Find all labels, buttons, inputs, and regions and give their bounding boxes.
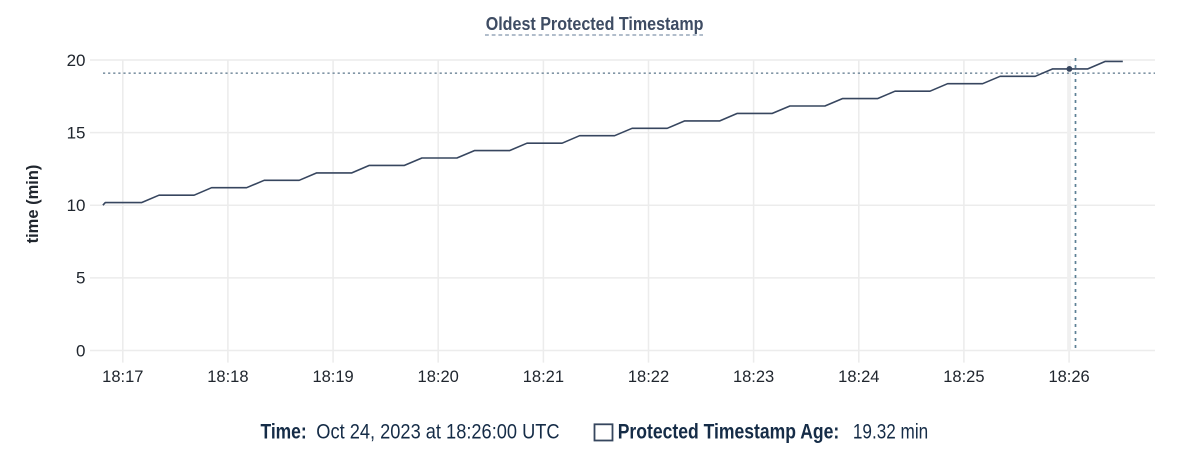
svg-text:time (min): time (min)	[24, 165, 42, 244]
svg-text:19.32 min: 19.32 min	[853, 421, 928, 444]
svg-text:5: 5	[76, 269, 85, 288]
svg-text:Oct 24, 2023 at 18:26:00 UTC: Oct 24, 2023 at 18:26:00 UTC	[316, 421, 559, 444]
svg-text:18:23: 18:23	[733, 368, 774, 386]
svg-text:0: 0	[76, 341, 85, 360]
svg-text:Time:: Time:	[261, 421, 307, 444]
svg-text:18:24: 18:24	[838, 368, 879, 386]
svg-text:18:22: 18:22	[628, 368, 669, 386]
svg-text:18:26: 18:26	[1048, 368, 1089, 386]
svg-text:Oldest Protected Timestamp: Oldest Protected Timestamp	[486, 13, 704, 34]
svg-text:18:17: 18:17	[102, 368, 143, 386]
svg-text:18:25: 18:25	[943, 368, 984, 386]
svg-text:18:18: 18:18	[207, 368, 248, 386]
svg-text:10: 10	[67, 196, 86, 215]
svg-text:18:19: 18:19	[312, 368, 353, 386]
svg-text:18:20: 18:20	[418, 368, 459, 386]
svg-text:20: 20	[67, 51, 86, 70]
svg-text:18:21: 18:21	[523, 368, 564, 386]
svg-text:Protected Timestamp Age:: Protected Timestamp Age:	[618, 421, 840, 444]
svg-text:15: 15	[67, 123, 86, 142]
